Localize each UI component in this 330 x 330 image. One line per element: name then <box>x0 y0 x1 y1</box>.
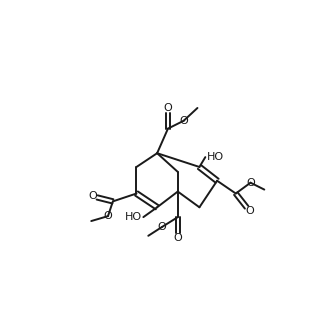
Text: O: O <box>158 222 166 232</box>
Text: O: O <box>245 206 254 216</box>
Text: O: O <box>179 116 188 126</box>
Text: O: O <box>173 233 182 243</box>
Text: O: O <box>164 103 172 113</box>
Text: HO: HO <box>125 212 142 222</box>
Text: O: O <box>246 178 255 188</box>
Text: O: O <box>104 211 112 221</box>
Text: HO: HO <box>207 152 224 162</box>
Text: O: O <box>88 191 97 201</box>
